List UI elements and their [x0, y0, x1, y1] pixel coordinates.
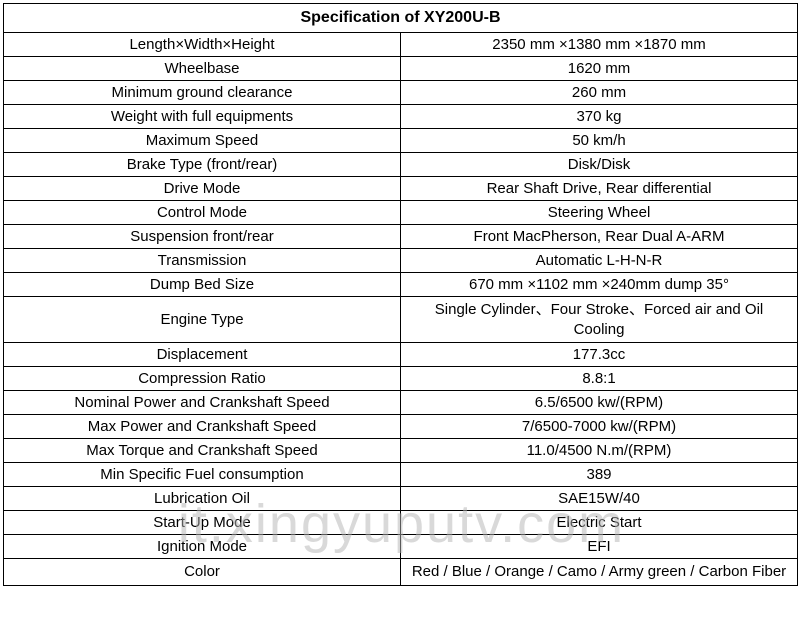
spec-label: Start-Up Mode [4, 511, 401, 535]
spec-label: Brake Type (front/rear) [4, 153, 401, 177]
spec-label: Ignition Mode [4, 535, 401, 559]
spec-label: Weight with full equipments [4, 105, 401, 129]
table-row: Ignition ModeEFI [4, 535, 798, 559]
spec-label: Lubrication Oil [4, 487, 401, 511]
table-row: Drive ModeRear Shaft Drive, Rear differe… [4, 177, 798, 201]
table-title: Specification of XY200U-B [4, 4, 798, 33]
spec-value: 6.5/6500 kw/(RPM) [401, 391, 798, 415]
spec-label: Engine Type [4, 297, 401, 343]
spec-value: 50 km/h [401, 129, 798, 153]
spec-value: Electric Start [401, 511, 798, 535]
spec-value: Rear Shaft Drive, Rear differential [401, 177, 798, 201]
spec-value: 389 [401, 463, 798, 487]
table-row: Control ModeSteering Wheel [4, 201, 798, 225]
table-row: Engine TypeSingle Cylinder、Four Stroke、F… [4, 297, 798, 343]
table-row: Max Power and Crankshaft Speed7/6500-700… [4, 415, 798, 439]
spec-value: 370 kg [401, 105, 798, 129]
spec-label: Control Mode [4, 201, 401, 225]
spec-value: Front MacPherson, Rear Dual A-ARM [401, 225, 798, 249]
table-row: Min Specific Fuel consumption389 [4, 463, 798, 487]
spec-label: Drive Mode [4, 177, 401, 201]
spec-value: Red / Blue / Orange / Camo / Army green … [401, 559, 798, 586]
spec-value: 1620 mm [401, 57, 798, 81]
spec-label: Displacement [4, 343, 401, 367]
spec-label: Color [4, 559, 401, 586]
spec-label: Min Specific Fuel consumption [4, 463, 401, 487]
spec-value: SAE15W/40 [401, 487, 798, 511]
spec-value: 260 mm [401, 81, 798, 105]
spec-value: 8.8:1 [401, 367, 798, 391]
table-row: Displacement177.3cc [4, 343, 798, 367]
spec-value: Disk/Disk [401, 153, 798, 177]
spec-value: 11.0/4500 N.m/(RPM) [401, 439, 798, 463]
table-row: Maximum Speed50 km/h [4, 129, 798, 153]
table-row: Compression Ratio8.8:1 [4, 367, 798, 391]
table-row: Brake Type (front/rear)Disk/Disk [4, 153, 798, 177]
table-row: Start-Up ModeElectric Start [4, 511, 798, 535]
spec-label: Transmission [4, 249, 401, 273]
spec-label: Maximum Speed [4, 129, 401, 153]
spec-value: Single Cylinder、Four Stroke、Forced air a… [401, 297, 798, 343]
spec-label: Length×Width×Height [4, 33, 401, 57]
specification-table: Specification of XY200U-B Length×Width×H… [3, 3, 798, 586]
table-row: TransmissionAutomatic L-H-N-R [4, 249, 798, 273]
spec-label: Dump Bed Size [4, 273, 401, 297]
table-row: Lubrication OilSAE15W/40 [4, 487, 798, 511]
table-row: Max Torque and Crankshaft Speed11.0/4500… [4, 439, 798, 463]
table-row: Wheelbase1620 mm [4, 57, 798, 81]
spec-label: Max Torque and Crankshaft Speed [4, 439, 401, 463]
spec-label: Nominal Power and Crankshaft Speed [4, 391, 401, 415]
spec-value: Automatic L-H-N-R [401, 249, 798, 273]
spec-label: Max Power and Crankshaft Speed [4, 415, 401, 439]
table-row: Length×Width×Height2350 mm ×1380 mm ×187… [4, 33, 798, 57]
spec-value: 177.3cc [401, 343, 798, 367]
spec-value: 2350 mm ×1380 mm ×1870 mm [401, 33, 798, 57]
table-row: ColorRed / Blue / Orange / Camo / Army g… [4, 559, 798, 586]
spec-label: Wheelbase [4, 57, 401, 81]
spec-label: Minimum ground clearance [4, 81, 401, 105]
spec-value: EFI [401, 535, 798, 559]
spec-value: Steering Wheel [401, 201, 798, 225]
table-row: Dump Bed Size670 mm ×1102 mm ×240mm dump… [4, 273, 798, 297]
table-row: Suspension front/rearFront MacPherson, R… [4, 225, 798, 249]
spec-label: Compression Ratio [4, 367, 401, 391]
spec-value: 670 mm ×1102 mm ×240mm dump 35° [401, 273, 798, 297]
spec-label: Suspension front/rear [4, 225, 401, 249]
table-row: Weight with full equipments370 kg [4, 105, 798, 129]
table-row: Nominal Power and Crankshaft Speed6.5/65… [4, 391, 798, 415]
table-row: Minimum ground clearance260 mm [4, 81, 798, 105]
spec-value: 7/6500-7000 kw/(RPM) [401, 415, 798, 439]
